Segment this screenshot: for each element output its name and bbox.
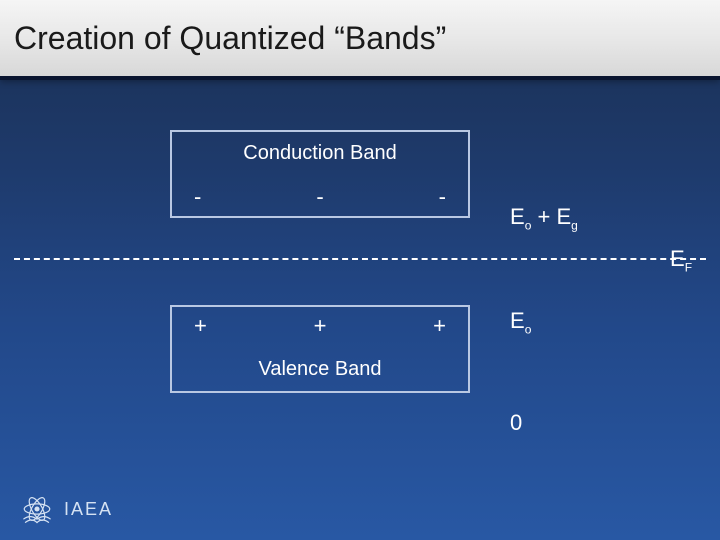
label-subscript: g (571, 218, 578, 232)
iaea-logo-icon (20, 492, 54, 526)
valence-band-box: + + + Valence Band (170, 305, 470, 393)
conduction-band-box: Conduction Band - - - (170, 130, 470, 218)
fermi-level-line (14, 258, 706, 260)
energy-label-eo-plus-eg: Eo + Eg (510, 204, 578, 232)
label-subscript: F (685, 260, 692, 274)
label-text: E (510, 204, 525, 229)
electron-symbol: - (194, 184, 201, 210)
band-diagram: Conduction Band - - - + + + Valence Band… (0, 130, 720, 440)
label-subscript: o (525, 322, 532, 336)
energy-label-eo: Eo (510, 308, 531, 336)
electron-symbol: - (316, 184, 323, 210)
hole-symbol: + (314, 313, 327, 339)
label-text: + E (531, 204, 571, 229)
valence-band-label: Valence Band (258, 358, 381, 381)
footer-org: IAEA (64, 499, 113, 520)
energy-label-ef: EF (670, 246, 692, 274)
hole-symbol: + (194, 313, 207, 339)
slide-title: Creation of Quantized “Bands” (14, 20, 446, 57)
conduction-band-label: Conduction Band (243, 142, 396, 165)
hole-symbol: + (433, 313, 446, 339)
slide: Creation of Quantized “Bands” Conduction… (0, 0, 720, 540)
electron-symbol: - (439, 184, 446, 210)
footer: IAEA (20, 492, 113, 526)
label-text: E (510, 308, 525, 333)
energy-label-zero: 0 (510, 410, 522, 436)
title-bar: Creation of Quantized “Bands” (0, 0, 720, 80)
label-text: E (670, 246, 685, 271)
